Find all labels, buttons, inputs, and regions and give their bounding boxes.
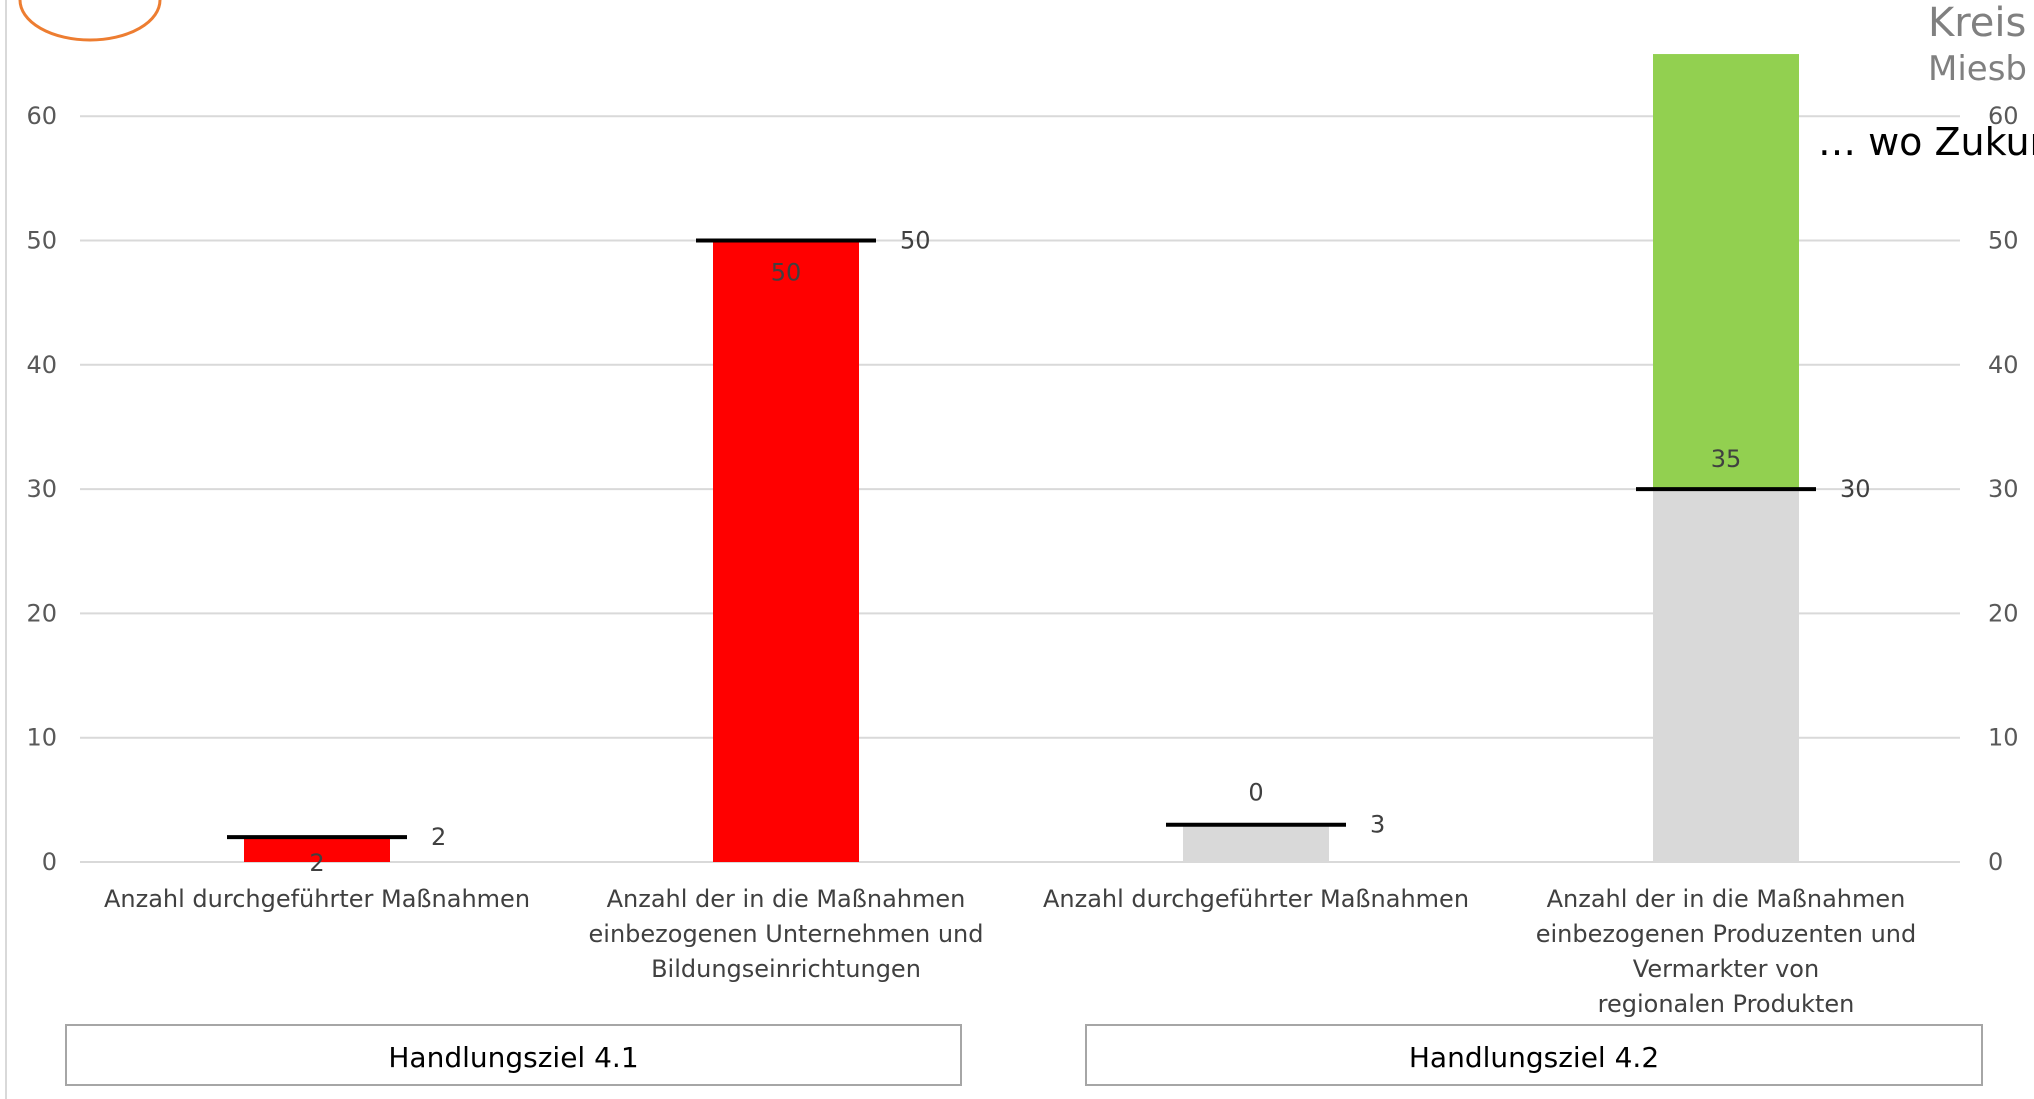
- category-label: einbezogenen Produzenten und: [1536, 920, 1917, 948]
- y-tick-label-left: 30: [26, 475, 57, 503]
- y-tick-label-right: 40: [1988, 351, 2019, 379]
- group-label: Handlungsziel 4.2: [1409, 1041, 1659, 1074]
- y-tick-label-left: 40: [26, 351, 57, 379]
- bar-segment: [1653, 54, 1799, 490]
- y-tick-label-right: 0: [1988, 848, 2003, 876]
- brand-title: Kreis: [1928, 0, 2026, 46]
- category-label: regionalen Produkten: [1598, 990, 1855, 1018]
- y-axis-right: 0 10 20 30 40 50 60: [1988, 102, 2019, 876]
- category-label: einbezogenen Unternehmen und: [589, 920, 984, 948]
- target-lines: [227, 238, 1816, 840]
- category-label: Anzahl der in die Maßnahmen: [1547, 885, 1906, 913]
- category-label: Anzahl der in die Maßnahmen: [607, 885, 966, 913]
- actual-value-label: 2: [309, 849, 324, 877]
- y-tick-label-right: 30: [1988, 475, 2019, 503]
- logo-arc-icon: [18, 0, 162, 42]
- gridlines: [80, 115, 1960, 863]
- brand-subtitle: Miesb: [1928, 49, 2027, 89]
- y-tick-label-left: 50: [26, 227, 57, 255]
- actual-value-label: 50: [771, 259, 802, 287]
- category-label: Anzahl durchgeführter Maßnahmen: [104, 885, 530, 913]
- brand-slogan: … wo Zukun: [1818, 120, 2034, 164]
- y-tick-label-left: 10: [26, 724, 57, 752]
- y-tick-label-right: 60: [1988, 102, 2019, 130]
- actual-value-label: 0: [1248, 779, 1263, 807]
- y-tick-label-right: 50: [1988, 227, 2019, 255]
- bar-segment: [1653, 489, 1799, 862]
- target-value-label: 50: [900, 227, 931, 255]
- y-tick-label-left: 60: [26, 102, 57, 130]
- y-tick-label-left: 0: [42, 848, 57, 876]
- group-label: Handlungsziel 4.1: [388, 1041, 638, 1074]
- y-tick-label-right: 20: [1988, 599, 2019, 627]
- target-value-label: 2: [431, 823, 446, 851]
- group-boxes: Handlungsziel 4.1 Handlungsziel 4.2: [65, 1024, 1983, 1086]
- bar-segment: [713, 240, 859, 862]
- target-value-label: 30: [1840, 475, 1871, 503]
- target-value-label: 3: [1370, 811, 1385, 839]
- category-label: Bildungseinrichtungen: [651, 955, 921, 983]
- actual-value-label: 35: [1711, 445, 1742, 473]
- bar-segment: [244, 837, 390, 862]
- category-label: Anzahl durchgeführter Maßnahmen: [1043, 885, 1469, 913]
- category-labels: Anzahl durchgeführter Maßnahmen Anzahl de…: [104, 885, 1916, 1018]
- bars: [244, 54, 1799, 862]
- category-label: Vermarkter von: [1633, 955, 1819, 983]
- group-box: [65, 1024, 962, 1086]
- group-box: [1085, 1024, 1983, 1086]
- bar-segment: [1183, 824, 1329, 862]
- y-tick-label-right: 10: [1988, 724, 2019, 752]
- y-axis-left: 0 10 20 30 40 50 60: [26, 102, 57, 876]
- y-tick-label-left: 20: [26, 599, 57, 627]
